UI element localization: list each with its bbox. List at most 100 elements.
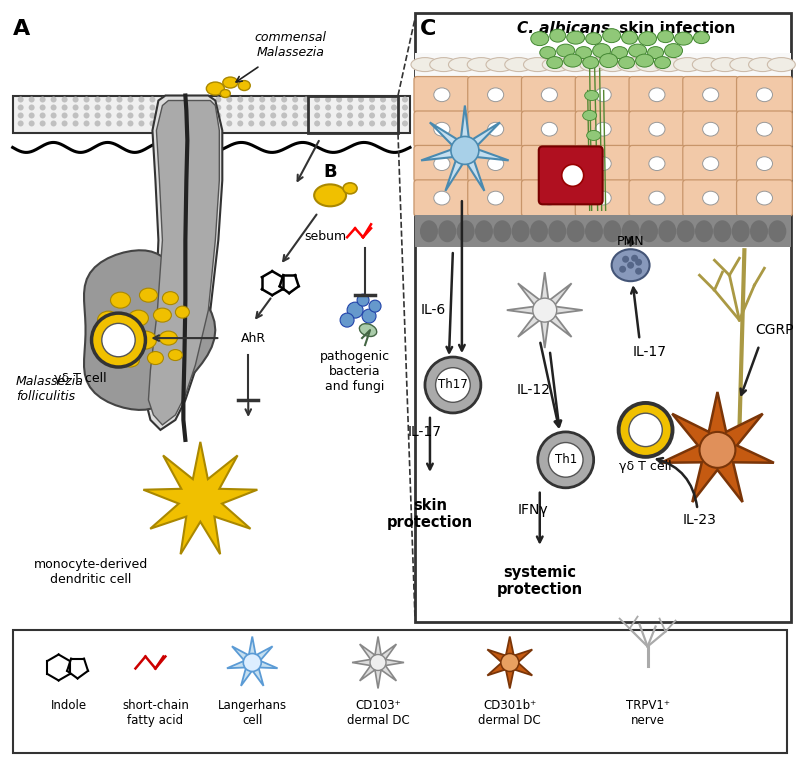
Circle shape — [127, 97, 134, 103]
FancyBboxPatch shape — [522, 180, 578, 216]
Circle shape — [194, 113, 199, 119]
Ellipse shape — [638, 32, 657, 46]
Text: IL-6: IL-6 — [420, 303, 446, 317]
Polygon shape — [227, 636, 278, 686]
Ellipse shape — [618, 56, 634, 68]
Circle shape — [538, 432, 594, 488]
Circle shape — [699, 432, 735, 468]
Circle shape — [635, 268, 642, 275]
Text: short-chain
fatty acid: short-chain fatty acid — [122, 699, 189, 728]
Circle shape — [562, 164, 584, 186]
Ellipse shape — [702, 157, 718, 170]
Circle shape — [435, 368, 470, 403]
Circle shape — [94, 120, 101, 126]
Polygon shape — [661, 392, 774, 502]
Circle shape — [358, 104, 364, 110]
Ellipse shape — [647, 46, 663, 59]
Ellipse shape — [655, 58, 682, 72]
Circle shape — [336, 97, 342, 103]
Ellipse shape — [359, 323, 377, 336]
Circle shape — [83, 113, 90, 119]
Ellipse shape — [600, 53, 618, 68]
Text: γδ T cell: γδ T cell — [619, 460, 672, 473]
Circle shape — [314, 97, 320, 103]
FancyBboxPatch shape — [575, 77, 631, 113]
Circle shape — [50, 113, 57, 119]
Ellipse shape — [582, 190, 597, 200]
Circle shape — [282, 120, 287, 126]
Circle shape — [347, 104, 353, 110]
Ellipse shape — [206, 82, 224, 95]
Circle shape — [182, 97, 188, 103]
Circle shape — [18, 97, 24, 103]
Circle shape — [380, 104, 386, 110]
Circle shape — [215, 104, 222, 110]
Ellipse shape — [169, 349, 182, 361]
Circle shape — [150, 113, 155, 119]
Ellipse shape — [756, 191, 773, 205]
Circle shape — [362, 309, 376, 323]
Circle shape — [325, 104, 331, 110]
Circle shape — [259, 113, 266, 119]
Ellipse shape — [487, 191, 504, 205]
Ellipse shape — [586, 130, 601, 141]
Circle shape — [635, 259, 642, 266]
Circle shape — [238, 97, 243, 103]
Circle shape — [204, 113, 210, 119]
Ellipse shape — [750, 220, 768, 242]
Circle shape — [40, 104, 46, 110]
Circle shape — [182, 104, 188, 110]
FancyBboxPatch shape — [682, 111, 738, 148]
Ellipse shape — [665, 43, 682, 58]
Circle shape — [631, 255, 638, 262]
Circle shape — [194, 120, 199, 126]
Circle shape — [18, 104, 24, 110]
Ellipse shape — [756, 123, 773, 136]
Ellipse shape — [595, 191, 611, 205]
Circle shape — [194, 104, 199, 110]
Ellipse shape — [238, 81, 250, 91]
Circle shape — [94, 97, 101, 103]
Ellipse shape — [564, 54, 582, 67]
Circle shape — [18, 120, 24, 126]
Text: monocyte-derived
dendritic cell: monocyte-derived dendritic cell — [34, 558, 148, 586]
FancyBboxPatch shape — [414, 77, 470, 113]
Circle shape — [391, 113, 397, 119]
Circle shape — [380, 120, 386, 126]
FancyBboxPatch shape — [538, 146, 602, 204]
Circle shape — [282, 97, 287, 103]
Circle shape — [622, 256, 629, 263]
Text: IL-17: IL-17 — [633, 345, 666, 359]
Circle shape — [501, 654, 518, 671]
Circle shape — [40, 120, 46, 126]
Circle shape — [303, 113, 309, 119]
Circle shape — [314, 104, 320, 110]
Ellipse shape — [582, 56, 598, 68]
Circle shape — [226, 120, 232, 126]
Circle shape — [533, 298, 557, 322]
Ellipse shape — [714, 220, 731, 242]
Ellipse shape — [147, 352, 163, 365]
Ellipse shape — [530, 220, 548, 242]
Circle shape — [380, 113, 386, 119]
Ellipse shape — [756, 88, 773, 102]
Ellipse shape — [98, 311, 119, 329]
Ellipse shape — [449, 58, 477, 72]
Circle shape — [380, 97, 386, 103]
Circle shape — [62, 104, 67, 110]
Text: commensal
Malassezia: commensal Malassezia — [254, 30, 326, 59]
Ellipse shape — [486, 58, 514, 72]
Circle shape — [29, 120, 34, 126]
Text: Langerhans
cell: Langerhans cell — [218, 699, 287, 728]
Circle shape — [238, 113, 243, 119]
Text: C: C — [420, 19, 436, 39]
Ellipse shape — [658, 220, 676, 242]
FancyBboxPatch shape — [468, 111, 523, 148]
Ellipse shape — [618, 58, 646, 72]
Text: IL-23: IL-23 — [682, 513, 717, 527]
Circle shape — [292, 97, 298, 103]
Circle shape — [204, 120, 210, 126]
Circle shape — [358, 113, 364, 119]
Circle shape — [336, 104, 342, 110]
Text: C. albicans: C. albicans — [517, 21, 610, 36]
